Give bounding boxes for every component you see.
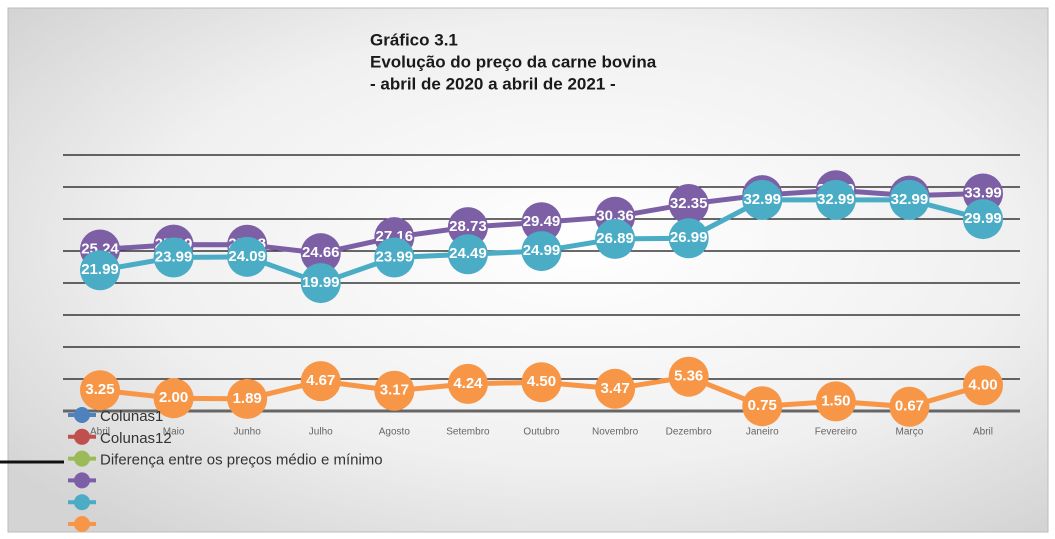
x-tick-label: Setembro <box>446 427 490 438</box>
marker <box>668 183 709 224</box>
x-tick-label: Outubro <box>523 427 560 438</box>
marker <box>815 381 856 422</box>
data-label: 19.99 <box>302 274 340 291</box>
data-label: 4.50 <box>527 373 556 390</box>
marker <box>153 378 194 419</box>
marker <box>815 179 856 220</box>
data-label: 32.35 <box>670 195 708 212</box>
x-tick-label: Março <box>896 427 924 438</box>
data-label: 3.47 <box>600 380 629 397</box>
marker <box>447 363 488 404</box>
data-label: 26.99 <box>670 229 708 246</box>
legend-marker <box>74 516 90 532</box>
data-label: 29.99 <box>964 210 1002 227</box>
marker <box>668 356 709 397</box>
data-label: 4.24 <box>453 375 483 392</box>
x-tick-label: Maio <box>163 427 185 438</box>
data-label: 26.89 <box>596 230 634 247</box>
marker <box>595 218 636 259</box>
data-label: 30.36 <box>596 208 634 225</box>
marker <box>374 237 415 278</box>
data-label: 32.99 <box>743 191 781 208</box>
data-label: 28.73 <box>449 218 487 235</box>
x-tick-label: Agosto <box>379 427 411 438</box>
marker <box>742 386 783 427</box>
data-label: 24.49 <box>449 245 487 262</box>
marker <box>595 368 636 409</box>
data-label: 1.89 <box>233 390 262 407</box>
marker <box>300 233 341 274</box>
legend-marker <box>74 450 90 467</box>
legend-label: Colunas1 <box>100 408 163 425</box>
marker <box>300 263 341 304</box>
marker <box>963 199 1003 240</box>
legend-label: Colunas12 <box>100 430 172 447</box>
data-label: 3.17 <box>380 382 409 399</box>
x-tick-label: Novembro <box>592 427 639 438</box>
x-tick-label: Janeiro <box>746 427 779 438</box>
x-tick-label: Julho <box>309 427 333 438</box>
marker <box>889 179 930 220</box>
legend-marker <box>74 428 90 445</box>
data-label: 32.99 <box>817 191 855 208</box>
x-tick-label: Abril <box>973 427 993 438</box>
data-label: 33.99 <box>964 184 1002 201</box>
data-label: 32.99 <box>891 191 929 208</box>
marker <box>521 362 562 403</box>
data-label: 0.67 <box>895 398 924 415</box>
x-tick-label: Dezembro <box>666 427 713 438</box>
data-label: 21.99 <box>81 261 119 278</box>
data-label: 1.50 <box>821 392 850 409</box>
data-label: 5.36 <box>674 368 703 385</box>
marker <box>300 361 341 402</box>
marker <box>374 370 415 411</box>
data-label: 24.09 <box>228 248 266 265</box>
data-label: 24.66 <box>302 244 340 261</box>
marker <box>963 365 1003 406</box>
marker <box>153 237 194 278</box>
legend-label: Diferença entre os preços médio e mínimo <box>100 452 383 469</box>
chart-title: Gráfico 3.1 <box>370 30 458 49</box>
data-label: 29.49 <box>523 213 561 230</box>
data-label: 4.67 <box>306 372 335 389</box>
legend-marker <box>74 407 90 423</box>
legend-marker <box>74 472 90 489</box>
marker <box>80 370 120 411</box>
data-label: 3.25 <box>85 381 114 398</box>
data-label: 4.00 <box>968 376 997 393</box>
x-tick-label: Fevereiro <box>815 427 858 438</box>
chart-title: - abril de 2020 a abril de 2021 - <box>370 74 616 93</box>
marker <box>521 202 562 243</box>
marker <box>227 378 268 419</box>
chart-title: Evolução do preço da carne bovina <box>370 52 657 71</box>
marker <box>742 179 783 220</box>
marker <box>668 218 709 259</box>
data-label: 2.00 <box>159 389 188 406</box>
marker <box>80 250 120 291</box>
data-label: 23.99 <box>376 248 414 265</box>
x-tick-label: Junho <box>234 427 262 438</box>
x-tick-label: Abril <box>90 427 110 438</box>
marker <box>447 234 488 275</box>
data-label: 24.99 <box>523 242 561 259</box>
data-label: 0.75 <box>748 397 777 414</box>
marker <box>889 386 930 427</box>
legend-marker <box>74 494 90 511</box>
data-label: 23.99 <box>155 248 193 265</box>
marker <box>521 231 562 272</box>
marker <box>227 236 268 277</box>
